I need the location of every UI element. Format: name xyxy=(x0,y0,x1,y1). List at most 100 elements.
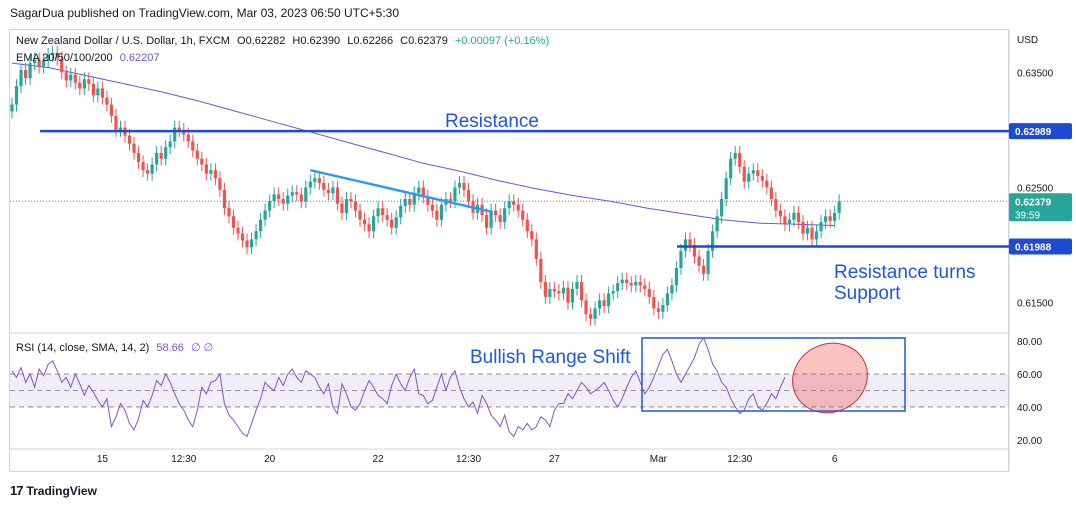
candle-body xyxy=(299,194,303,202)
candle-body xyxy=(814,231,819,240)
candle-body xyxy=(177,127,181,130)
candle-body xyxy=(688,239,692,246)
support-annotation-line1: Resistance turns xyxy=(834,262,976,283)
candle-body xyxy=(516,204,520,211)
candle-body xyxy=(634,281,638,286)
candle-body xyxy=(801,222,805,234)
candle-body xyxy=(810,227,814,240)
candle-body xyxy=(701,265,706,274)
symbol-label[interactable]: New Zealand Dollar / U.S. Dollar, 1h, FX… xyxy=(16,35,230,47)
time-tick-label: 12:30 xyxy=(727,454,752,465)
candle-body xyxy=(453,187,457,202)
candle-body xyxy=(335,187,340,204)
candle-body xyxy=(60,58,64,73)
candle-body xyxy=(55,52,59,59)
ohlc-close: C0.62379 xyxy=(400,35,448,47)
time-tick-label: Mar xyxy=(650,454,668,465)
tradingview-logo-icon: 17 xyxy=(10,483,24,498)
candle-body xyxy=(787,219,792,225)
candle-body xyxy=(353,201,358,211)
candle-body xyxy=(625,279,629,284)
ohlc-high: H0.62390 xyxy=(292,35,341,47)
candle-body xyxy=(358,210,362,220)
candle-body xyxy=(724,178,728,200)
candle-body xyxy=(575,281,579,289)
candle-body xyxy=(376,208,380,217)
candle-body xyxy=(525,219,529,232)
descending-trendline xyxy=(310,168,492,213)
time-tick-label: 15 xyxy=(97,454,109,465)
candle-body xyxy=(792,212,796,220)
candle-body xyxy=(105,97,109,105)
resistance-price-tag-text: 0.62989 xyxy=(1015,127,1052,138)
candle-body xyxy=(751,170,755,174)
candle-body xyxy=(136,152,141,163)
candle-body xyxy=(521,210,525,220)
bullish-range-shift-annotation: Bullish Range Shift xyxy=(470,347,631,368)
candle-body xyxy=(240,233,245,241)
candle-body xyxy=(91,83,95,96)
candle-body xyxy=(168,141,172,148)
candle-body xyxy=(245,240,249,248)
candle-body xyxy=(611,291,615,294)
ohlc-low: L0.62266 xyxy=(347,35,394,47)
ema-200-line xyxy=(11,62,835,226)
candle-body xyxy=(760,175,764,181)
candle-body xyxy=(584,300,588,315)
candle-body xyxy=(87,79,91,84)
candle-body xyxy=(819,222,823,232)
candle-body xyxy=(665,293,669,305)
candle-body xyxy=(756,170,760,176)
candle-body xyxy=(796,212,801,223)
candle-body xyxy=(213,170,217,179)
rsi-label[interactable]: RSI (14, close, SMA, 14, 2) xyxy=(16,342,150,354)
candle-body xyxy=(706,250,710,274)
rsi-tick-label: 60.00 xyxy=(1017,370,1042,381)
candle-body xyxy=(191,141,195,151)
candle-body xyxy=(607,293,611,307)
candle-body xyxy=(96,88,100,96)
ema-label[interactable]: EMA 20/50/100/200 xyxy=(16,52,113,64)
support-annotation-line2: Support xyxy=(834,283,901,304)
rsi-legend: RSI (14, close, SMA, 14, 2) 58.66 ∅ ∅ xyxy=(16,341,217,354)
candle-body xyxy=(629,283,633,286)
candle-body xyxy=(231,216,236,228)
rsi-tick-label: 80.00 xyxy=(1017,337,1042,348)
candle-body xyxy=(42,60,46,67)
candle-body xyxy=(10,104,14,112)
resistance-price-tag xyxy=(1009,123,1072,140)
candle-body xyxy=(548,288,552,297)
candle-body xyxy=(778,210,782,217)
candle-body xyxy=(317,178,321,183)
candle-body xyxy=(412,193,416,205)
candle-body xyxy=(647,288,651,297)
candle-body xyxy=(159,152,163,159)
candle-body xyxy=(435,210,439,220)
candle-body xyxy=(381,208,385,216)
candle-body xyxy=(200,158,204,165)
candle-body xyxy=(507,201,511,209)
candle-body xyxy=(439,204,443,220)
tradingview-footer[interactable]: 17 TradingView xyxy=(10,483,97,498)
candle-body xyxy=(417,187,421,194)
candle-body xyxy=(254,231,258,240)
current-price-tag-countdown: 39:59 xyxy=(1015,210,1040,221)
candle-body xyxy=(209,170,213,174)
candle-body xyxy=(14,86,19,105)
candle-body xyxy=(308,181,312,188)
candle-body xyxy=(150,164,154,174)
candle-body xyxy=(127,135,132,144)
candle-body xyxy=(485,215,489,228)
candle-body xyxy=(466,189,471,202)
candle-body xyxy=(155,152,159,165)
candle-body xyxy=(385,215,389,220)
rsi-tick-label: 20.00 xyxy=(1017,436,1042,447)
time-tick-label: 22 xyxy=(373,454,385,465)
candle-body xyxy=(114,116,118,130)
candle-body xyxy=(579,281,584,301)
candle-body xyxy=(620,279,624,284)
candle-body xyxy=(408,199,412,205)
candle-body xyxy=(82,79,86,89)
price-legend: New Zealand Dollar / U.S. Dollar, 1h, FX… xyxy=(16,35,553,47)
